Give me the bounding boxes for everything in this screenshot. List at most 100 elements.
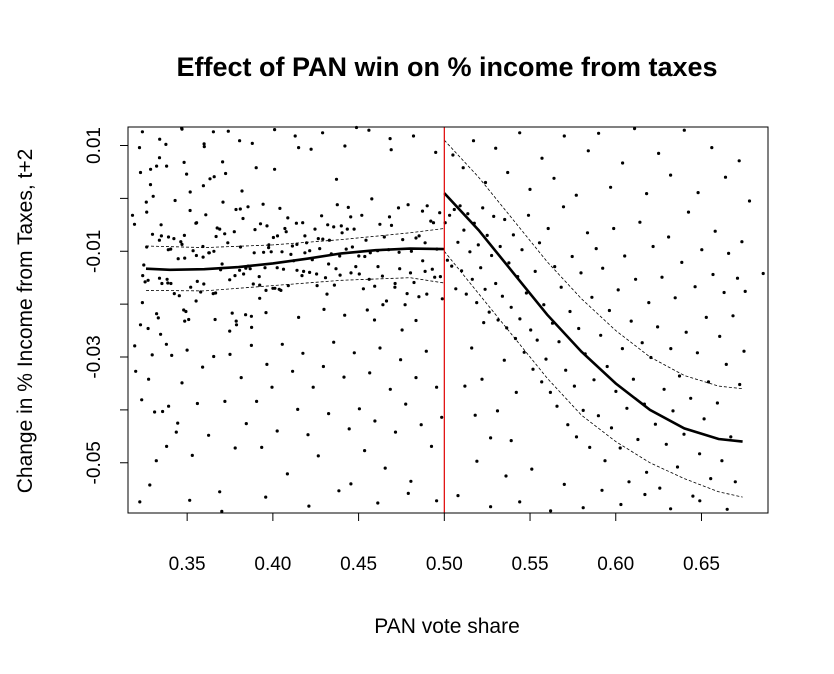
data-point: [700, 248, 704, 252]
data-point: [684, 330, 688, 334]
data-point: [244, 313, 248, 317]
data-point: [475, 459, 479, 463]
data-point: [479, 266, 483, 270]
data-point: [376, 265, 380, 269]
data-point: [224, 171, 228, 176]
data-point: [380, 274, 384, 278]
data-point: [414, 236, 418, 240]
data-point: [157, 276, 162, 280]
data-point: [566, 423, 570, 427]
data-point: [378, 346, 382, 350]
data-point: [718, 334, 722, 338]
x-tick-label: 0.50: [426, 554, 463, 575]
data-point: [161, 409, 165, 414]
x-tick-label: 0.65: [683, 554, 720, 575]
data-point: [311, 385, 315, 389]
data-point: [214, 234, 218, 239]
data-point: [594, 247, 598, 251]
x-tick-label: 0.55: [512, 554, 549, 575]
data-point: [468, 250, 472, 254]
data-point: [620, 347, 625, 351]
data-point: [160, 281, 164, 286]
data-point: [709, 477, 713, 481]
plot-frame: [127, 126, 769, 514]
data-point: [673, 296, 677, 300]
data-point: [440, 415, 444, 419]
data-point: [173, 198, 177, 203]
data-point: [352, 227, 356, 231]
data-point: [220, 262, 224, 266]
data-point: [424, 349, 428, 353]
data-point: [406, 491, 410, 495]
data-point: [132, 222, 137, 226]
data-point: [609, 426, 614, 430]
data-point: [149, 167, 153, 171]
data-point: [166, 281, 170, 285]
data-point: [195, 401, 199, 406]
data-point: [704, 315, 708, 319]
data-point: [738, 382, 742, 387]
data-point: [214, 291, 218, 295]
data-point: [264, 288, 268, 292]
data-point: [307, 504, 311, 508]
data-point: [295, 242, 299, 246]
data-point: [321, 237, 325, 241]
data-point: [204, 213, 208, 217]
data-point: [507, 261, 511, 265]
data-point: [381, 303, 385, 307]
data-point: [275, 266, 279, 270]
data-point: [530, 467, 534, 471]
data-point: [476, 243, 480, 247]
data-point: [433, 275, 437, 279]
data-point: [154, 459, 158, 463]
confidence-band: [443, 251, 743, 498]
data-point: [349, 215, 353, 219]
data-point: [179, 240, 183, 244]
data-point: [430, 267, 434, 271]
data-point: [281, 267, 286, 271]
data-point: [537, 241, 542, 245]
data-point: [240, 189, 244, 193]
y-tick-label: -0.01: [84, 230, 105, 273]
data-point: [658, 486, 662, 490]
data-point: [170, 353, 174, 357]
data-point: [425, 204, 429, 208]
data-point: [332, 225, 336, 229]
data-point: [234, 207, 238, 212]
data-point: [579, 271, 583, 275]
data-point: [660, 275, 664, 279]
data-point: [370, 197, 374, 201]
data-point: [640, 341, 644, 345]
data-point: [293, 134, 297, 138]
data-point: [267, 246, 271, 250]
data-point: [208, 177, 212, 181]
data-point: [421, 259, 425, 263]
data-point: [207, 433, 211, 437]
data-point: [585, 231, 590, 235]
data-point: [250, 141, 254, 145]
data-point: [544, 357, 548, 361]
data-point: [553, 265, 557, 269]
x-tick-label: 0.60: [597, 554, 634, 575]
data-point: [316, 454, 320, 458]
data-point: [631, 377, 636, 381]
data-point: [514, 390, 518, 394]
data-point: [264, 495, 268, 499]
data-point: [357, 272, 361, 276]
data-point: [592, 378, 596, 382]
data-point: [182, 160, 186, 164]
data-point: [376, 501, 380, 505]
data-point: [138, 170, 143, 175]
data-point: [363, 449, 367, 453]
data-point: [295, 268, 299, 272]
data-point: [258, 296, 262, 300]
data-point: [220, 509, 224, 513]
data-point: [260, 445, 264, 449]
data-point: [361, 287, 365, 291]
data-point: [531, 367, 535, 371]
data-point: [445, 258, 449, 262]
data-point: [403, 303, 407, 307]
data-point: [546, 226, 550, 231]
data-point: [552, 176, 556, 180]
data-point: [581, 506, 585, 510]
